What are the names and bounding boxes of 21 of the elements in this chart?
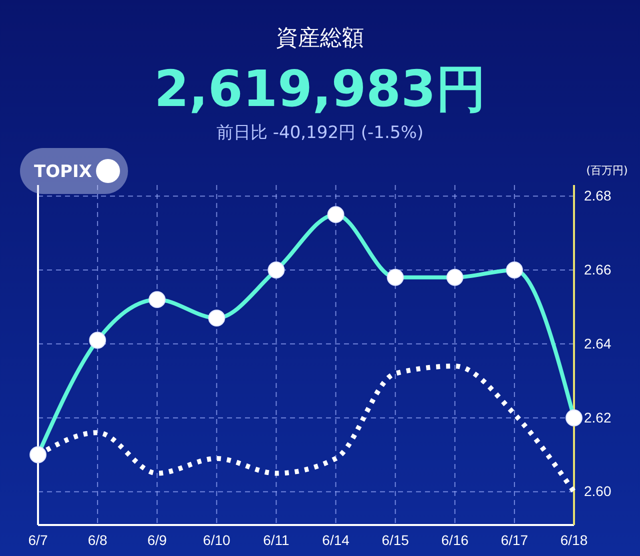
x-tick-label: 6/16 <box>441 532 469 548</box>
text: 前日比 -40,192円 (-1.5%) <box>216 123 424 143</box>
x-tick-label: 6/9 <box>147 532 168 548</box>
chart-title: 資産総額 <box>276 26 364 51</box>
y-tick-label: 2.66 <box>584 261 612 278</box>
y-tick-label: 2.64 <box>584 335 612 352</box>
x-tick-label: 6/15 <box>382 532 410 548</box>
legend-label: TOPIX <box>34 162 92 182</box>
chart-subtitle: 2,619,983円 <box>154 60 486 118</box>
point <box>30 446 46 464</box>
x-tick-label: 6/11 <box>263 532 290 548</box>
x-tick-label: 6/7 <box>28 532 48 548</box>
x-tick-label: 6/10 <box>203 532 231 548</box>
y-tick-label: 2.68 <box>584 188 612 204</box>
x-tick-label: 6/8 <box>88 532 108 548</box>
x-tick-label: 6/17 <box>500 532 528 548</box>
y-axis-title: (百万円) <box>586 164 628 177</box>
x-tick-label: 6/14 <box>322 532 350 548</box>
y-tick-label: 2.60 <box>584 483 612 500</box>
y-tick-label: 2.62 <box>584 409 612 426</box>
x-tick-label: 6/18 <box>560 532 588 548</box>
